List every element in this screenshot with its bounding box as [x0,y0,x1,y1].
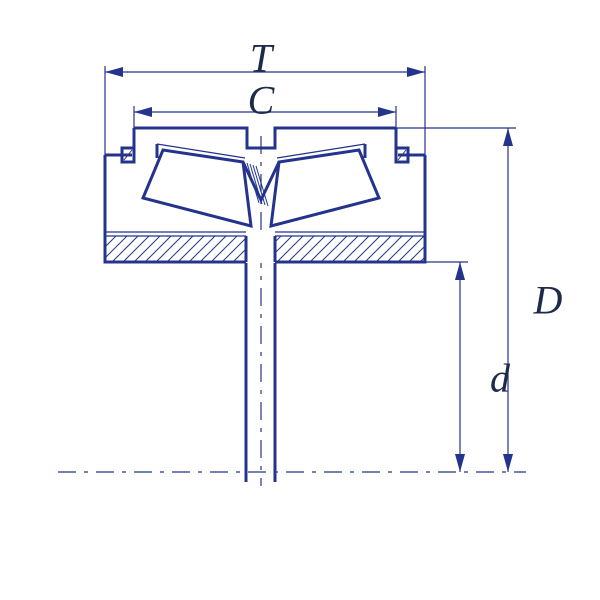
dim-label-T: T [250,35,272,82]
dim-label-C: C [248,77,275,124]
bearing-cross-section-diagram [0,0,600,600]
dim-label-D: D [534,277,563,324]
dim-label-d: d [490,355,510,402]
